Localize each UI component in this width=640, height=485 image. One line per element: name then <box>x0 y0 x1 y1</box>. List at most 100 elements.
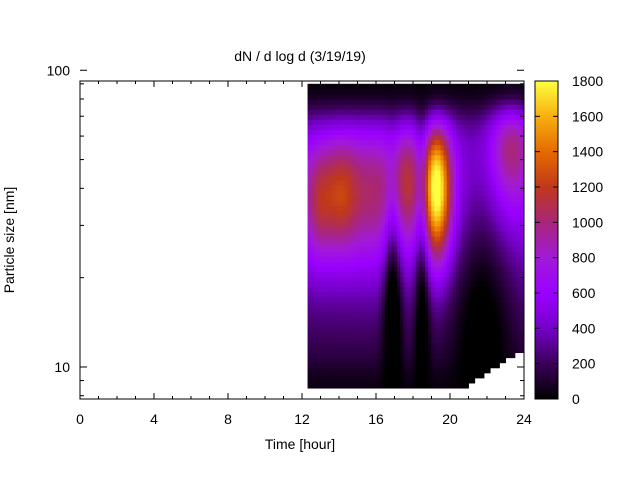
heatmap-cell <box>452 281 457 288</box>
heatmap-cell <box>486 286 491 293</box>
heatmap-cell <box>425 332 429 338</box>
heatmap-cell <box>326 322 330 328</box>
heatmap-cell <box>459 362 463 369</box>
heatmap-cell <box>465 301 469 308</box>
heatmap-cell <box>307 266 312 272</box>
heatmap-cell <box>323 301 327 308</box>
heatmap-cell <box>316 291 321 298</box>
heatmap-cell <box>347 261 352 267</box>
heatmap-cell <box>459 129 463 136</box>
heatmap-cell <box>502 276 507 283</box>
heatmap-cell <box>517 119 522 125</box>
heatmap-cell <box>381 215 386 222</box>
heatmap-cell <box>384 175 389 181</box>
heatmap-cell <box>310 154 315 161</box>
heatmap-cell <box>319 235 324 242</box>
heatmap-cell <box>425 316 429 323</box>
heatmap-cell <box>415 195 420 201</box>
heatmap-cell <box>452 93 457 100</box>
heatmap-cell <box>409 322 414 328</box>
heatmap-cell <box>341 357 346 364</box>
heatmap-cell <box>425 342 429 348</box>
heatmap-cell <box>437 352 442 359</box>
heatmap-cell <box>455 205 460 212</box>
heatmap-cell <box>344 144 349 151</box>
heatmap-cell <box>455 337 460 343</box>
heatmap-cell <box>421 185 426 191</box>
heatmap-cell <box>403 301 408 308</box>
heatmap-cell <box>480 215 485 222</box>
heatmap-cell <box>459 144 463 151</box>
heatmap-cell <box>353 225 358 232</box>
heatmap-cell <box>428 357 432 364</box>
heatmap-cell <box>434 352 439 359</box>
heatmap-cell <box>443 235 448 242</box>
heatmap-cell <box>505 316 510 323</box>
heatmap-cell <box>360 169 364 176</box>
heatmap-cell <box>471 88 476 95</box>
heatmap-cell <box>313 93 318 100</box>
heatmap-cell <box>520 104 524 110</box>
heatmap-cell <box>391 169 395 176</box>
heatmap-cell <box>511 220 516 227</box>
heatmap-cell <box>347 104 352 110</box>
heatmap-cell <box>465 240 469 247</box>
heatmap-cell <box>384 210 389 217</box>
heatmap-cell <box>421 311 426 318</box>
heatmap-cell <box>499 124 503 131</box>
heatmap-cell <box>496 190 500 196</box>
heatmap-cell <box>387 261 392 267</box>
heatmap-cell <box>462 332 466 338</box>
heatmap-cell <box>434 225 439 232</box>
heatmap-cell <box>338 251 343 257</box>
heatmap-cell <box>471 230 476 237</box>
heatmap-cell <box>446 129 451 136</box>
heatmap-cell <box>428 246 432 252</box>
heatmap-cell <box>483 180 488 186</box>
heatmap-cell <box>483 195 488 201</box>
heatmap-cell <box>319 251 324 257</box>
heatmap-cell <box>375 266 380 272</box>
heatmap-cell <box>381 251 386 257</box>
heatmap-cell <box>418 175 423 181</box>
heatmap-cell <box>369 296 374 303</box>
heatmap-cell <box>335 306 340 313</box>
heatmap-cell <box>483 296 488 303</box>
heatmap-cell <box>437 169 442 176</box>
heatmap-cell <box>353 210 358 217</box>
heatmap-cell <box>465 225 469 232</box>
heatmap-cell <box>455 114 460 120</box>
heatmap-cell <box>384 327 389 333</box>
heatmap-cell <box>329 210 333 217</box>
heatmap-cell <box>329 164 333 171</box>
heatmap-cell <box>489 180 494 186</box>
heatmap-cell <box>412 276 417 283</box>
heatmap-cell <box>471 83 476 90</box>
heatmap-cell <box>400 200 404 207</box>
heatmap-cell <box>449 306 454 313</box>
heatmap-cell <box>326 139 330 146</box>
heatmap-cell <box>344 281 349 288</box>
heatmap-cell <box>394 256 398 262</box>
heatmap-cell <box>446 281 451 288</box>
heatmap-cell <box>477 195 482 201</box>
heatmap-cell <box>375 286 380 293</box>
heatmap-cell <box>397 240 401 247</box>
heatmap-cell <box>415 205 420 212</box>
heatmap-cell <box>421 129 426 136</box>
heatmap-cell <box>517 281 522 288</box>
heatmap-cell <box>313 306 318 313</box>
heatmap-cell <box>316 190 321 196</box>
heatmap-cell <box>440 83 445 90</box>
heatmap-cell <box>375 200 380 207</box>
heatmap-cell <box>511 175 516 181</box>
heatmap-cell <box>366 276 370 283</box>
heatmap-cell <box>520 246 524 252</box>
heatmap-cell <box>520 322 524 328</box>
heatmap-cell <box>397 246 401 252</box>
heatmap-cell <box>387 301 392 308</box>
heatmap-cell <box>369 306 374 313</box>
heatmap-cell <box>397 83 401 90</box>
heatmap-cell <box>363 93 367 100</box>
colorbar-tick-label: 0 <box>572 391 580 407</box>
